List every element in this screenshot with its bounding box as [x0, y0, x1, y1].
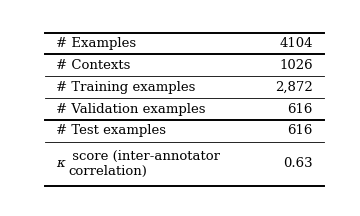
- Text: 0.63: 0.63: [283, 157, 313, 170]
- Text: # Examples: # Examples: [56, 37, 136, 50]
- Text: 2,872: 2,872: [275, 81, 313, 94]
- Text: # Test examples: # Test examples: [56, 124, 166, 137]
- Text: 616: 616: [288, 103, 313, 116]
- Text: 1026: 1026: [279, 59, 313, 72]
- Text: # Validation examples: # Validation examples: [56, 103, 206, 116]
- Text: # Training examples: # Training examples: [56, 81, 195, 94]
- Text: 616: 616: [288, 124, 313, 137]
- Text: κ: κ: [56, 157, 65, 170]
- Text: score (inter-annotator
correlation): score (inter-annotator correlation): [68, 150, 220, 178]
- Text: 4104: 4104: [279, 37, 313, 50]
- Text: # Contexts: # Contexts: [56, 59, 131, 72]
